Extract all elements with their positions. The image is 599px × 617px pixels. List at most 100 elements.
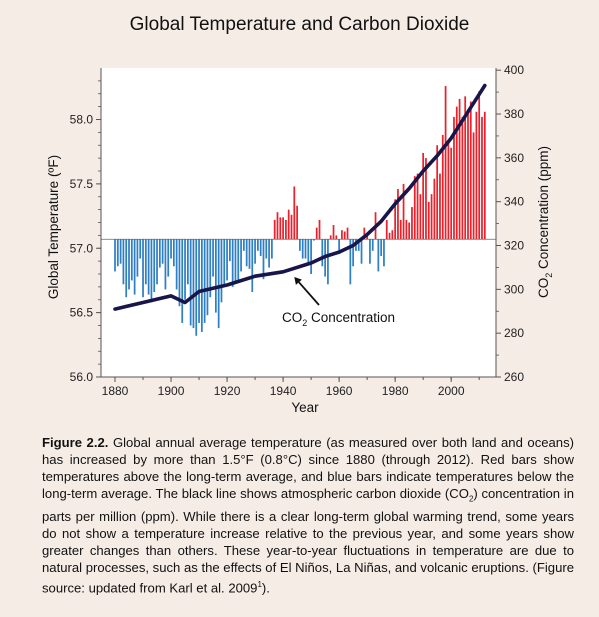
temp-bar-1995 [436, 145, 439, 240]
temp-bar-1894 [153, 239, 156, 293]
temp-bar-1914 [209, 239, 212, 298]
y-right-tick-label: 400 [504, 63, 524, 77]
temp-bar-1947 [301, 239, 304, 259]
temp-bar-1987 [413, 176, 416, 240]
temp-bar-1911 [200, 239, 203, 332]
caption-text-3: ). [261, 580, 270, 596]
temp-bar-1908 [192, 239, 195, 329]
temp-bar-1901 [172, 239, 175, 267]
temp-bar-1979 [391, 230, 394, 240]
x-tick-label: 1980 [382, 384, 409, 398]
temp-bar-1972 [371, 239, 374, 251]
temp-bar-1934 [265, 239, 268, 259]
temp-bar-1881 [116, 239, 119, 267]
temp-bar-1889 [139, 239, 142, 259]
y-right-tick-label: 320 [504, 239, 524, 253]
temp-bar-1883 [122, 239, 125, 285]
temp-bar-1983 [402, 183, 405, 240]
caption-label: Figure 2.2. [42, 435, 109, 450]
y-right-tick-label: 260 [504, 370, 524, 384]
caption-sup: 1 [257, 580, 262, 590]
temp-bar-1931 [257, 239, 259, 251]
temp-bar-1899 [167, 239, 170, 277]
temp-bar-1948 [304, 239, 307, 259]
temp-bar-1882 [119, 239, 122, 264]
temp-bar-1965 [352, 239, 354, 267]
temp-bar-1941 [285, 219, 287, 240]
temp-bar-2003 [458, 98, 461, 240]
temp-bar-1996 [439, 173, 441, 240]
temp-bar-1971 [369, 239, 371, 264]
y-tick-label: 58.0 [70, 113, 94, 127]
temp-bar-1975 [380, 239, 383, 256]
temp-bar-1980 [394, 199, 397, 240]
temp-bar-1933 [262, 239, 265, 280]
temp-bar-1944 [293, 186, 296, 240]
temp-bar-2008 [472, 132, 475, 240]
temp-bar-1999 [447, 142, 450, 240]
temp-bar-1981 [397, 189, 399, 240]
temp-bar-1917 [217, 239, 220, 329]
temp-bar-1907 [189, 239, 192, 326]
y-tick-label: 56.0 [70, 370, 94, 384]
x-tick-label: 1960 [326, 384, 353, 398]
temp-bar-1991 [425, 158, 427, 240]
temp-bar-1953 [318, 219, 321, 240]
temp-bar-1886 [130, 239, 133, 281]
temp-bar-1915 [212, 239, 214, 277]
temp-bar-1985 [408, 222, 411, 240]
temp-bar-1891 [144, 239, 147, 285]
temp-bar-1903 [178, 239, 181, 307]
axes: 1880 1900 1920 1940 1960 1980 2000 56.0 56.5 57.0… [70, 63, 525, 398]
temp-bar-2001 [453, 116, 455, 240]
temp-bar-1954 [321, 239, 324, 267]
temp-bar-1919 [223, 239, 226, 285]
temp-bar-1961 [341, 230, 343, 240]
temp-bar-1925 [240, 239, 242, 272]
temp-bar-1974 [377, 239, 380, 272]
temp-bar-1921 [229, 239, 231, 262]
x-tick-label: 1940 [270, 384, 297, 398]
temp-bar-2009 [475, 111, 478, 240]
temp-bar-1920 [226, 239, 228, 281]
temp-bar-1986 [411, 207, 413, 240]
temp-bar-1984 [405, 219, 408, 240]
temp-bar-1967 [357, 239, 360, 251]
y-tick-label: 56.5 [70, 306, 94, 320]
x-tick-label: 1880 [102, 384, 129, 398]
temp-bar-1923 [234, 239, 237, 282]
caption-sub: 2 [468, 494, 474, 504]
temp-bar-1962 [343, 231, 346, 240]
temp-bar-1943 [290, 214, 293, 240]
temp-bar-1898 [164, 239, 167, 290]
temp-bar-1994 [433, 178, 436, 240]
temp-bar-1909 [195, 239, 198, 336]
temp-bar-1939 [279, 217, 282, 240]
temp-bar-1912 [203, 239, 206, 323]
temp-bar-1890 [142, 239, 144, 298]
temp-bar-1990 [422, 152, 425, 240]
temp-bar-1959 [335, 235, 338, 240]
temp-bar-1924 [237, 239, 240, 282]
temp-bar-1904 [181, 239, 184, 323]
y-right-tick-label: 300 [504, 282, 524, 296]
temp-bar-1942 [287, 209, 290, 240]
co2-line [113, 83, 487, 311]
temp-bar-1935 [268, 239, 270, 268]
temp-bar-1957 [329, 235, 332, 240]
temp-bar-2002 [455, 106, 458, 240]
temp-bar-1926 [243, 239, 245, 251]
annotation-label: CO2 Concentration [282, 310, 395, 328]
temp-bar-2005 [464, 96, 467, 240]
y-right-tick-label: 380 [504, 107, 524, 121]
temp-bar-1895 [156, 239, 158, 285]
temp-bar-2012 [483, 111, 486, 240]
temp-bar-1963 [346, 227, 349, 240]
temp-bar-1993 [430, 194, 433, 240]
temp-bar-1928 [248, 239, 251, 269]
temp-bar-1997 [441, 134, 444, 240]
temp-bar-1938 [276, 212, 279, 240]
temp-bar-1998 [444, 86, 447, 240]
